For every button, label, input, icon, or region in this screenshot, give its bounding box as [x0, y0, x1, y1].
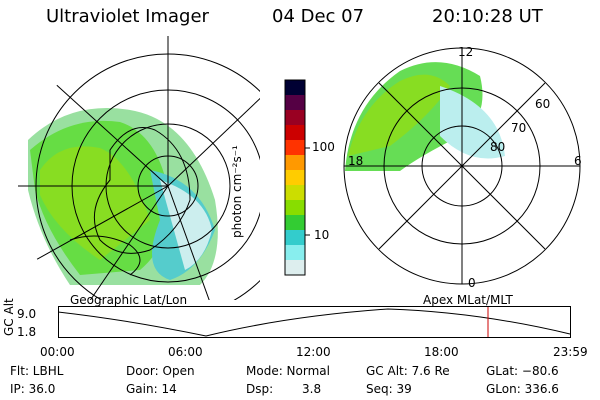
mlat-mlt-plot — [343, 47, 581, 285]
app-title: Ultraviolet Imager — [46, 6, 209, 27]
ip-info: IP: 36.0 — [10, 382, 56, 396]
altitude-ylabel: GC Alt — [2, 298, 16, 336]
dsp-label: Dsp: — [246, 382, 274, 396]
colorbar-cell — [285, 230, 305, 246]
filter-info: Flt: LBHL — [10, 364, 64, 378]
colorbar-cell — [285, 245, 305, 261]
colorbar — [284, 79, 310, 276]
door-info: Door: Open — [126, 364, 195, 378]
altitude-curve — [58, 308, 571, 337]
mlt-label-12: 12 — [458, 45, 474, 59]
seq-info: Seq: 39 — [366, 382, 412, 396]
lat-label-70: 70 — [511, 121, 527, 135]
altitude-ymax: 9.0 — [17, 307, 37, 321]
altitude-ymin: 1.8 — [17, 325, 37, 339]
altitude-xlabel-4: 23:59 — [553, 345, 588, 359]
colorbar-tick-label-10: 10 — [314, 228, 330, 242]
right-panel-caption: Apex MLat/MLT — [423, 293, 513, 307]
gc-alt-info: GC Alt: 7.6 Re — [366, 364, 450, 378]
aurora-oval-core — [348, 74, 450, 156]
polar-grid — [343, 47, 581, 285]
colorbar-cell — [285, 95, 305, 111]
glon-info: GLon: 336.6 — [486, 382, 559, 396]
date-label: 04 Dec 07 — [272, 6, 365, 27]
lat-lon-grid — [18, 36, 260, 300]
colorbar-cell — [285, 200, 305, 216]
altitude-xlabel-1: 06:00 — [168, 345, 203, 359]
left-panel-caption: Geographic Lat/Lon — [70, 293, 188, 307]
lat-label-60: 60 — [535, 97, 551, 111]
colorbar-unit-label: photon cm⁻²s⁻¹ — [230, 145, 244, 238]
aurora-fade — [440, 86, 505, 159]
colorbar-scale — [285, 80, 305, 276]
colorbar-cell — [285, 185, 305, 201]
colorbar-cell — [285, 80, 305, 96]
colorbar-cell — [285, 215, 305, 231]
colorbar-tick-label-100: 100 — [312, 140, 335, 154]
mlt-label-6: 6 — [574, 154, 582, 168]
altitude-plot-frame — [58, 306, 571, 338]
emission-core — [40, 146, 150, 260]
colorbar-cell — [285, 170, 305, 186]
colorbar-cell — [285, 125, 305, 141]
gain-info: Gain: 14 — [126, 382, 177, 396]
altitude-xlabel-0: 00:00 — [40, 345, 75, 359]
altitude-xlabel-3: 18:00 — [424, 345, 459, 359]
mode-info: Mode: Normal — [246, 364, 330, 378]
time-label: 20:10:28 UT — [432, 6, 543, 27]
geographic-image — [18, 36, 260, 300]
altitude-xlabel-2: 12:00 — [296, 345, 331, 359]
colorbar-cell — [285, 140, 305, 156]
lat-label-80: 80 — [490, 140, 506, 154]
colorbar-cell — [285, 155, 305, 171]
colorbar-cell — [285, 110, 305, 126]
altitude-plot — [58, 306, 571, 338]
mlt-label-18: 18 — [348, 154, 364, 168]
emission-fade — [160, 180, 212, 270]
coastline — [93, 127, 191, 254]
colorbar-frame — [284, 79, 306, 276]
dsp-value: 3.8 — [302, 382, 322, 396]
mlt-label-0: 0 — [468, 276, 476, 290]
coastline-south — [69, 235, 141, 276]
glat-info: GLat: −80.6 — [486, 364, 559, 378]
colorbar-cell — [285, 260, 305, 276]
